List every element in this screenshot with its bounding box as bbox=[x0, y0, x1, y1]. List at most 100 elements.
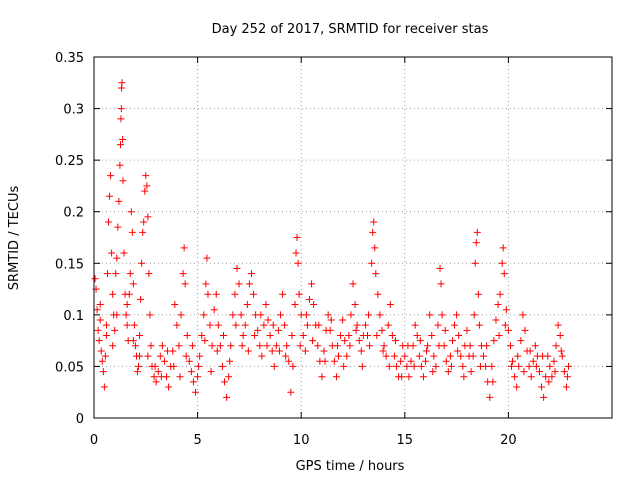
data-point bbox=[562, 383, 570, 391]
data-point bbox=[345, 331, 353, 339]
data-point bbox=[91, 275, 99, 283]
data-point bbox=[144, 352, 152, 360]
data-point bbox=[351, 301, 359, 309]
data-point bbox=[324, 311, 332, 319]
data-point bbox=[213, 347, 221, 355]
data-point bbox=[175, 342, 183, 350]
data-point bbox=[293, 234, 301, 241]
data-point bbox=[554, 321, 562, 329]
data-point bbox=[515, 362, 523, 370]
data-point bbox=[299, 331, 307, 339]
data-point bbox=[453, 311, 461, 319]
data-point bbox=[229, 311, 237, 319]
data-point bbox=[308, 280, 316, 288]
data-point bbox=[525, 362, 533, 370]
data-point bbox=[511, 373, 519, 381]
x-tick-label: 0 bbox=[90, 433, 98, 448]
data-point bbox=[220, 331, 227, 339]
data-point bbox=[353, 321, 361, 329]
data-point bbox=[196, 352, 204, 360]
data-point bbox=[226, 357, 234, 365]
data-point bbox=[142, 172, 150, 180]
data-point bbox=[436, 264, 444, 272]
data-point bbox=[435, 342, 443, 350]
data-point bbox=[235, 280, 243, 288]
data-point bbox=[556, 331, 564, 339]
data-point bbox=[355, 337, 363, 345]
data-point bbox=[382, 352, 390, 360]
data-point bbox=[183, 331, 191, 339]
data-point bbox=[535, 368, 543, 376]
data-point bbox=[340, 362, 348, 370]
data-point bbox=[422, 357, 430, 365]
data-point bbox=[158, 342, 166, 350]
data-point bbox=[466, 342, 474, 350]
data-point bbox=[415, 352, 423, 360]
data-point bbox=[372, 270, 380, 278]
data-point bbox=[318, 373, 326, 381]
data-point bbox=[513, 383, 521, 391]
data-point bbox=[152, 378, 160, 386]
ticks-layer: 0 0.05 0.1 0.15 0.2 0.25 0.3 0.35 0 5 10 15 20 bbox=[55, 51, 612, 448]
data-point bbox=[212, 290, 220, 298]
data-point bbox=[542, 373, 550, 381]
data-point bbox=[378, 326, 386, 334]
data-point bbox=[506, 342, 514, 350]
data-point bbox=[423, 347, 431, 355]
data-point bbox=[368, 259, 376, 267]
data-point bbox=[454, 347, 462, 355]
data-point bbox=[144, 213, 152, 221]
data-point bbox=[101, 352, 109, 360]
data-point bbox=[123, 301, 131, 309]
data-point bbox=[558, 352, 566, 360]
data-point bbox=[96, 316, 104, 324]
data-point bbox=[276, 311, 284, 319]
data-point bbox=[426, 311, 434, 319]
data-point bbox=[109, 342, 117, 350]
data-point bbox=[548, 373, 556, 381]
x-tick-label: 20 bbox=[500, 433, 517, 448]
data-point bbox=[113, 311, 121, 319]
data-point bbox=[310, 301, 318, 309]
y-tick-label: 0.15 bbox=[55, 257, 84, 272]
data-point bbox=[361, 321, 369, 329]
data-point bbox=[564, 362, 572, 370]
data-point bbox=[130, 321, 138, 329]
x-tick-label: 15 bbox=[397, 433, 414, 448]
data-point bbox=[201, 337, 209, 345]
y-axis-label: SRMTID / TECUs bbox=[7, 186, 22, 291]
data-point bbox=[341, 337, 349, 345]
data-point bbox=[469, 352, 477, 360]
y-tick-label: 0.3 bbox=[63, 103, 84, 118]
data-point bbox=[109, 290, 117, 298]
data-point bbox=[239, 331, 247, 339]
data-point bbox=[221, 378, 229, 386]
data-point bbox=[483, 342, 491, 350]
data-point bbox=[275, 347, 283, 355]
data-point bbox=[102, 331, 110, 339]
data-point bbox=[494, 301, 502, 309]
data-point bbox=[552, 342, 560, 350]
data-point bbox=[232, 321, 240, 329]
data-point bbox=[447, 362, 455, 370]
data-point bbox=[495, 331, 503, 339]
data-point bbox=[334, 352, 342, 360]
points-layer bbox=[91, 79, 572, 401]
data-point bbox=[459, 362, 467, 370]
data-point bbox=[291, 301, 299, 309]
data-point bbox=[156, 352, 164, 360]
data-point bbox=[315, 321, 323, 329]
data-point bbox=[508, 362, 516, 370]
data-point bbox=[288, 331, 296, 339]
data-point bbox=[140, 218, 148, 226]
data-point bbox=[256, 342, 264, 350]
data-point bbox=[551, 368, 559, 376]
data-point bbox=[136, 352, 144, 360]
data-point bbox=[281, 321, 289, 329]
data-point bbox=[250, 290, 258, 298]
data-point bbox=[247, 270, 255, 278]
data-point bbox=[270, 362, 278, 370]
data-point bbox=[245, 280, 253, 288]
data-point bbox=[472, 239, 480, 247]
